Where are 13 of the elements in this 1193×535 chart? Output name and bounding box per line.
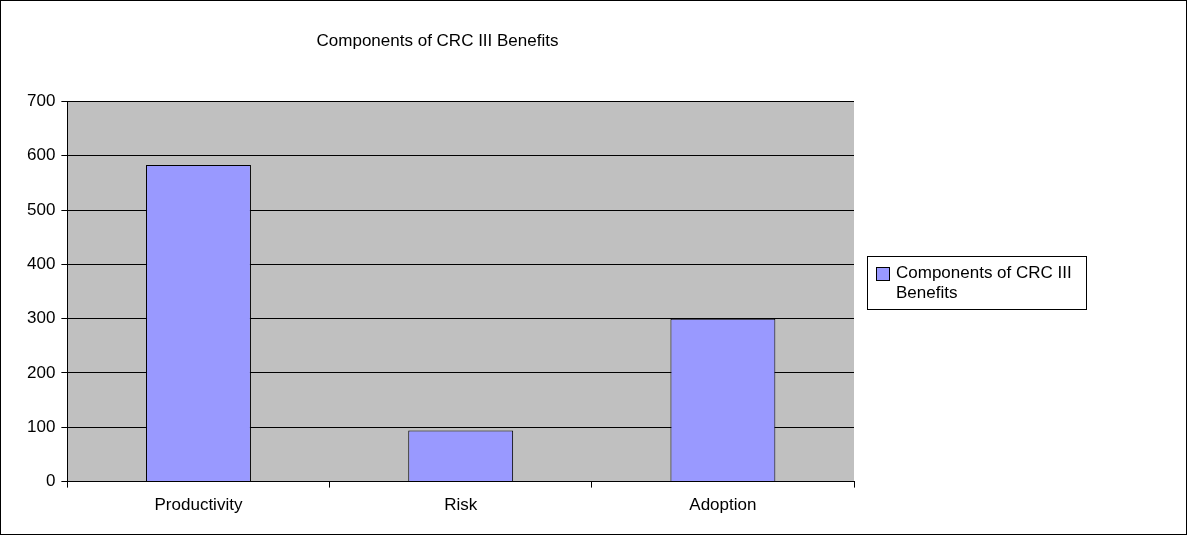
y-tick-label: 100 (26, 416, 56, 436)
y-tick-label: 500 (26, 199, 56, 219)
y-tick-label: 600 (26, 145, 56, 165)
x-tick-label: Risk (444, 495, 478, 515)
y-tick-label: 0 (45, 471, 56, 491)
legend-label: Components of CRC III Benefits (896, 263, 1073, 303)
x-tick-label: Adoption (689, 495, 757, 515)
y-tick-label: 300 (26, 308, 56, 328)
chart-title: Components of CRC III Benefits (316, 30, 559, 50)
y-tick-label: 200 (26, 362, 56, 382)
x-tick-label: Productivity (154, 495, 243, 515)
y-tick-label: 700 (26, 91, 56, 111)
y-tick-label: 400 (26, 254, 56, 274)
